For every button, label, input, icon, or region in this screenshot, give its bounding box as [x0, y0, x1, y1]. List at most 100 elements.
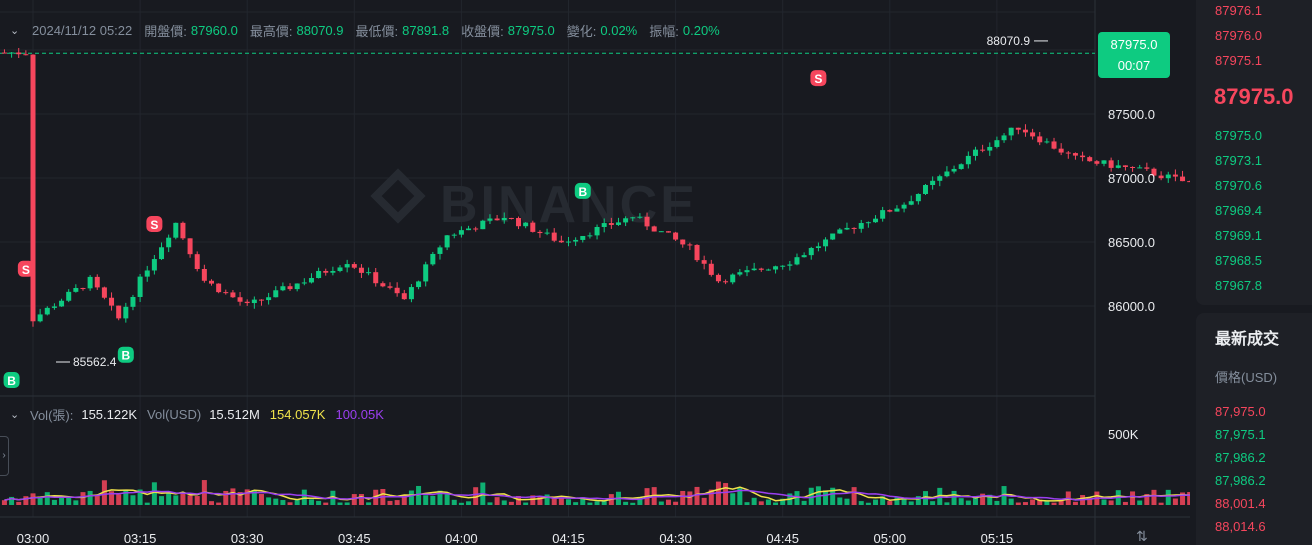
volume-bar: [623, 501, 629, 505]
candle-body: [216, 283, 222, 293]
market-trades-title[interactable]: 最新成交: [1215, 331, 1280, 348]
volume-bar: [544, 494, 550, 505]
candlestick-chart-area[interactable]: BINANCE 88070.9 85562.4 B S B S B S 87500.0 8700…: [0, 0, 1190, 545]
volume-bar: [951, 490, 957, 505]
amplitude-label: 振幅:: [649, 23, 679, 39]
volume-bar: [523, 502, 529, 505]
volume-legend: ⌄ Vol(張): 155.122K Vol(USD) 15.512M 154.…: [0, 404, 384, 424]
volume-bar: [51, 499, 57, 505]
volume-bar: [537, 497, 543, 505]
ask-price[interactable]: 87975.1: [1215, 53, 1262, 68]
svg-text:S: S: [22, 263, 30, 277]
volume-bar: [30, 493, 36, 505]
bid-price[interactable]: 87967.8: [1215, 278, 1262, 293]
candle-body: [51, 306, 57, 308]
candle-body: [1094, 161, 1100, 164]
candle-body: [473, 228, 479, 230]
buy-marker[interactable]: B: [574, 182, 591, 199]
candle-body: [637, 216, 643, 218]
buy-marker[interactable]: B: [3, 372, 20, 389]
volume-bar: [123, 490, 129, 505]
sell-marker[interactable]: S: [17, 260, 34, 277]
price-column-header: 價格(USD): [1215, 370, 1278, 385]
x-tick-label: 05:15: [981, 531, 1014, 545]
order-book-panel: 87976.1 87976.0 87975.1 87975.0 87975.0 …: [1196, 0, 1312, 305]
volume-bar: [908, 501, 914, 505]
collapse-volume-icon[interactable]: ⌄: [10, 408, 20, 421]
candle-body: [244, 301, 250, 304]
volume-bar: [1072, 501, 1078, 505]
low-label: 最低價:: [355, 23, 399, 39]
volume-bar: [1044, 500, 1050, 505]
volume-bar: [1180, 492, 1186, 505]
change-label: 變化:: [566, 23, 597, 39]
volume-bar: [430, 495, 436, 505]
volume-bar: [1187, 492, 1190, 505]
candle-body: [123, 306, 129, 319]
volume-usd-label: Vol(USD): [147, 406, 202, 422]
auto-scale-icon[interactable]: ⇅: [1136, 528, 1148, 544]
volume-bar: [1058, 500, 1064, 505]
candle-body: [730, 274, 736, 283]
volume-bar: [437, 490, 443, 505]
volume-bar: [980, 493, 986, 505]
candle-body: [751, 268, 757, 271]
candle-body: [1008, 127, 1014, 136]
x-tick-label: 04:45: [766, 531, 799, 545]
volume-label: Vol(張):: [30, 407, 74, 423]
bid-price[interactable]: 87968.5: [1215, 253, 1262, 268]
volume-bar: [808, 487, 814, 505]
high-value: 88070.9: [296, 22, 344, 38]
candle-body: [865, 222, 871, 224]
candle-body: [1022, 129, 1028, 133]
candle-body: [344, 264, 350, 268]
trade-price: 87,986.2: [1215, 450, 1266, 465]
bid-price[interactable]: 87975.0: [1215, 128, 1262, 143]
amplitude-value: 0.20%: [682, 22, 720, 38]
ask-price[interactable]: 87976.0: [1215, 28, 1262, 43]
candle-body: [301, 282, 307, 284]
candle-body: [923, 185, 928, 194]
volume-bar: [301, 489, 307, 505]
sell-marker[interactable]: S: [146, 216, 163, 232]
bid-price[interactable]: 87969.1: [1215, 228, 1262, 243]
candlestick-chart[interactable]: BINANCE 88070.9 85562.4 B S B S B S 87500.0 8700…: [0, 0, 1190, 545]
candle-body: [1080, 155, 1086, 158]
volume-bar: [972, 497, 978, 505]
expand-toolbar-handle[interactable]: ›: [0, 436, 9, 476]
volume-bar: [494, 497, 500, 505]
high-price-marker: 88070.9: [987, 34, 1031, 48]
volume-bar: [273, 498, 279, 505]
bid-price[interactable]: 87970.6: [1215, 178, 1262, 193]
volume-bar: [237, 492, 243, 505]
binance-logo: [370, 168, 426, 224]
ask-price[interactable]: 87976.1: [1215, 3, 1262, 18]
bid-price[interactable]: 87969.4: [1215, 203, 1262, 218]
svg-text:B: B: [7, 374, 16, 388]
candle-body: [665, 231, 671, 233]
volume-bar: [258, 494, 264, 505]
volume-bar: [994, 500, 1000, 505]
volume-bar: [244, 489, 250, 505]
candle-body: [1037, 136, 1043, 143]
candle-body: [337, 267, 343, 271]
buy-marker[interactable]: B: [117, 346, 134, 363]
candle-body: [508, 217, 514, 219]
candle-body: [1144, 167, 1150, 169]
volume-bar: [151, 482, 157, 505]
volume-bar: [1144, 494, 1150, 505]
x-tick-label: 04:15: [552, 531, 585, 545]
collapse-legend-icon[interactable]: ⌄: [10, 24, 20, 37]
volume-bar: [266, 497, 272, 505]
volume-ma1-value: 154.057K: [269, 406, 326, 422]
candle-body: [687, 244, 693, 246]
volume-bar: [144, 502, 150, 505]
volume-bar: [744, 502, 750, 505]
volume-bar: [1037, 499, 1043, 505]
candle-body: [1015, 127, 1021, 130]
candle-body: [387, 286, 393, 288]
bid-price[interactable]: 87973.1: [1215, 153, 1262, 168]
candle-body: [951, 168, 957, 172]
sell-marker[interactable]: S: [810, 70, 827, 87]
volume-bar: [394, 500, 400, 505]
